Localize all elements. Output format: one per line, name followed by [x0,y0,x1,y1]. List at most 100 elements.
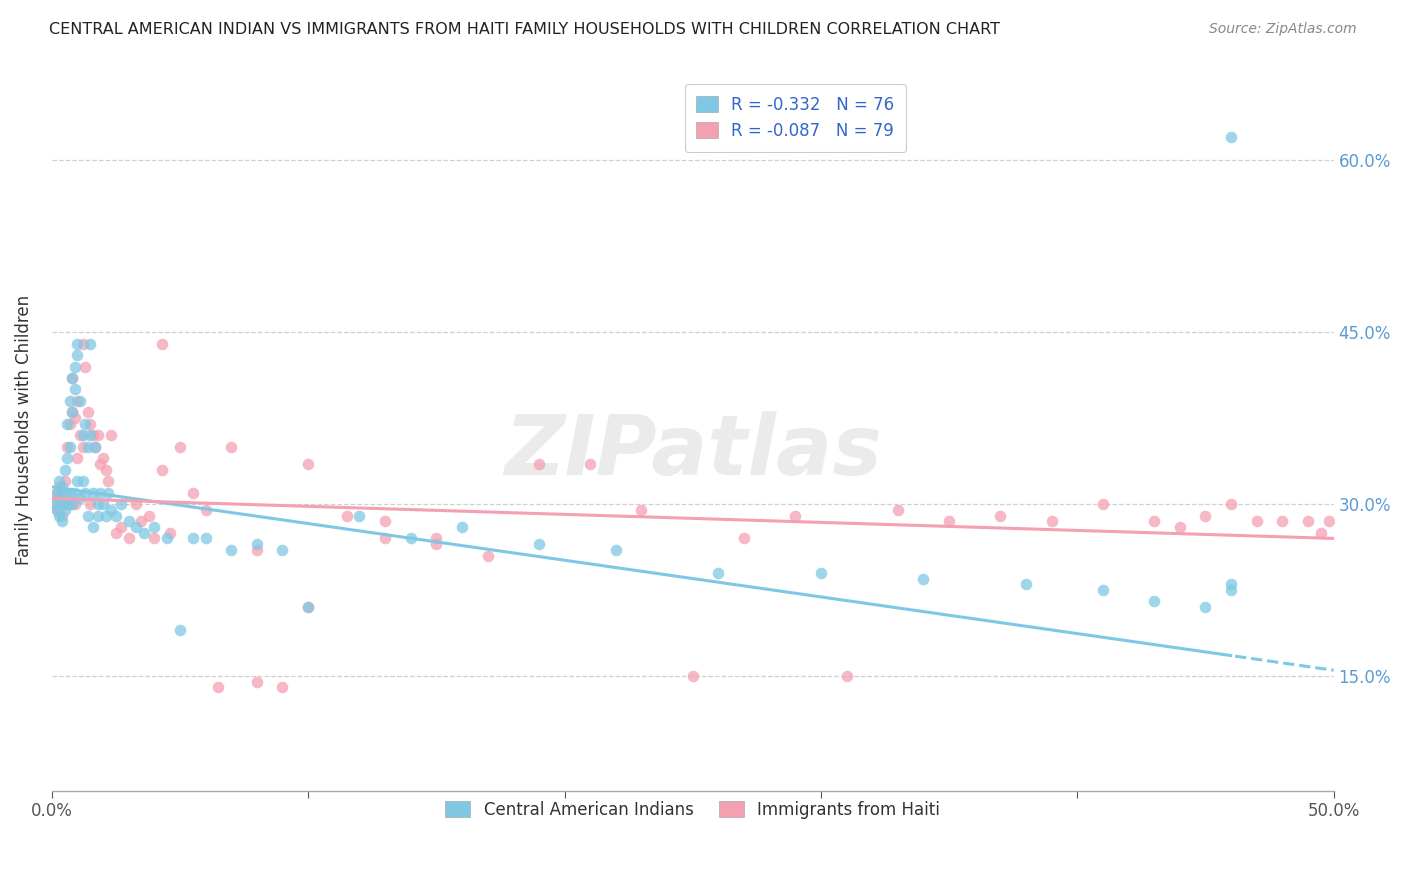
Point [79,336,101,351]
Point [1271,514,1294,528]
Point [1194,600,1216,615]
Point [1091,582,1114,597]
Point [60,497,83,511]
Point [219,440,242,454]
Point [451,520,474,534]
Point [1220,582,1243,597]
Point [150,336,173,351]
Point [51,491,73,506]
Point [1317,514,1340,528]
Point [374,532,396,546]
Point [835,669,858,683]
Point [53,503,76,517]
Point [1220,577,1243,591]
Point [87,497,110,511]
Point [76,508,98,523]
Point [66,451,89,466]
Point [72,428,94,442]
Point [72,440,94,454]
Point [79,497,101,511]
Point [104,508,127,523]
Point [143,520,166,534]
Point [60,405,83,419]
Point [707,566,730,580]
Point [84,440,107,454]
Point [69,491,91,506]
Point [56,497,79,511]
Point [425,537,447,551]
Point [194,503,217,517]
Point [59,393,82,408]
Point [97,474,120,488]
Point [1143,594,1166,608]
Point [53,474,76,488]
Point [56,451,79,466]
Point [60,371,83,385]
Point [156,532,179,546]
Point [44,497,66,511]
Point [51,480,73,494]
Point [56,417,79,431]
Point [45,485,67,500]
Point [69,428,91,442]
Point [51,508,73,523]
Point [72,474,94,488]
Point [48,474,70,488]
Point [785,508,807,523]
Point [374,514,396,528]
Point [810,566,832,580]
Point [527,457,550,471]
Point [1143,514,1166,528]
Point [181,485,204,500]
Point [48,508,70,523]
Point [53,485,76,500]
Point [94,508,117,523]
Point [87,508,110,523]
Point [425,532,447,546]
Point [69,393,91,408]
Point [150,463,173,477]
Point [246,674,269,689]
Point [75,417,97,431]
Point [48,491,70,506]
Point [143,532,166,546]
Point [45,503,67,517]
Point [1220,130,1243,145]
Point [297,457,319,471]
Point [56,440,79,454]
Point [110,520,132,534]
Point [60,405,83,419]
Point [76,405,98,419]
Point [63,485,86,500]
Point [132,525,155,540]
Point [336,508,359,523]
Point [118,532,141,546]
Point [1040,514,1063,528]
Point [194,532,217,546]
Point [271,542,294,557]
Point [349,508,371,523]
Point [100,428,122,442]
Point [1015,577,1038,591]
Point [169,623,191,637]
Point [82,485,104,500]
Text: Source: ZipAtlas.com: Source: ZipAtlas.com [1209,22,1357,37]
Point [297,600,319,615]
Point [66,336,89,351]
Point [45,503,67,517]
Point [44,497,66,511]
Point [66,393,89,408]
Point [60,371,83,385]
Point [1296,514,1319,528]
Point [138,508,160,523]
Point [63,411,86,425]
Point [125,497,148,511]
Point [579,457,602,471]
Point [75,485,97,500]
Point [97,485,120,500]
Point [110,497,132,511]
Point [297,600,319,615]
Point [246,542,269,557]
Point [66,474,89,488]
Point [59,497,82,511]
